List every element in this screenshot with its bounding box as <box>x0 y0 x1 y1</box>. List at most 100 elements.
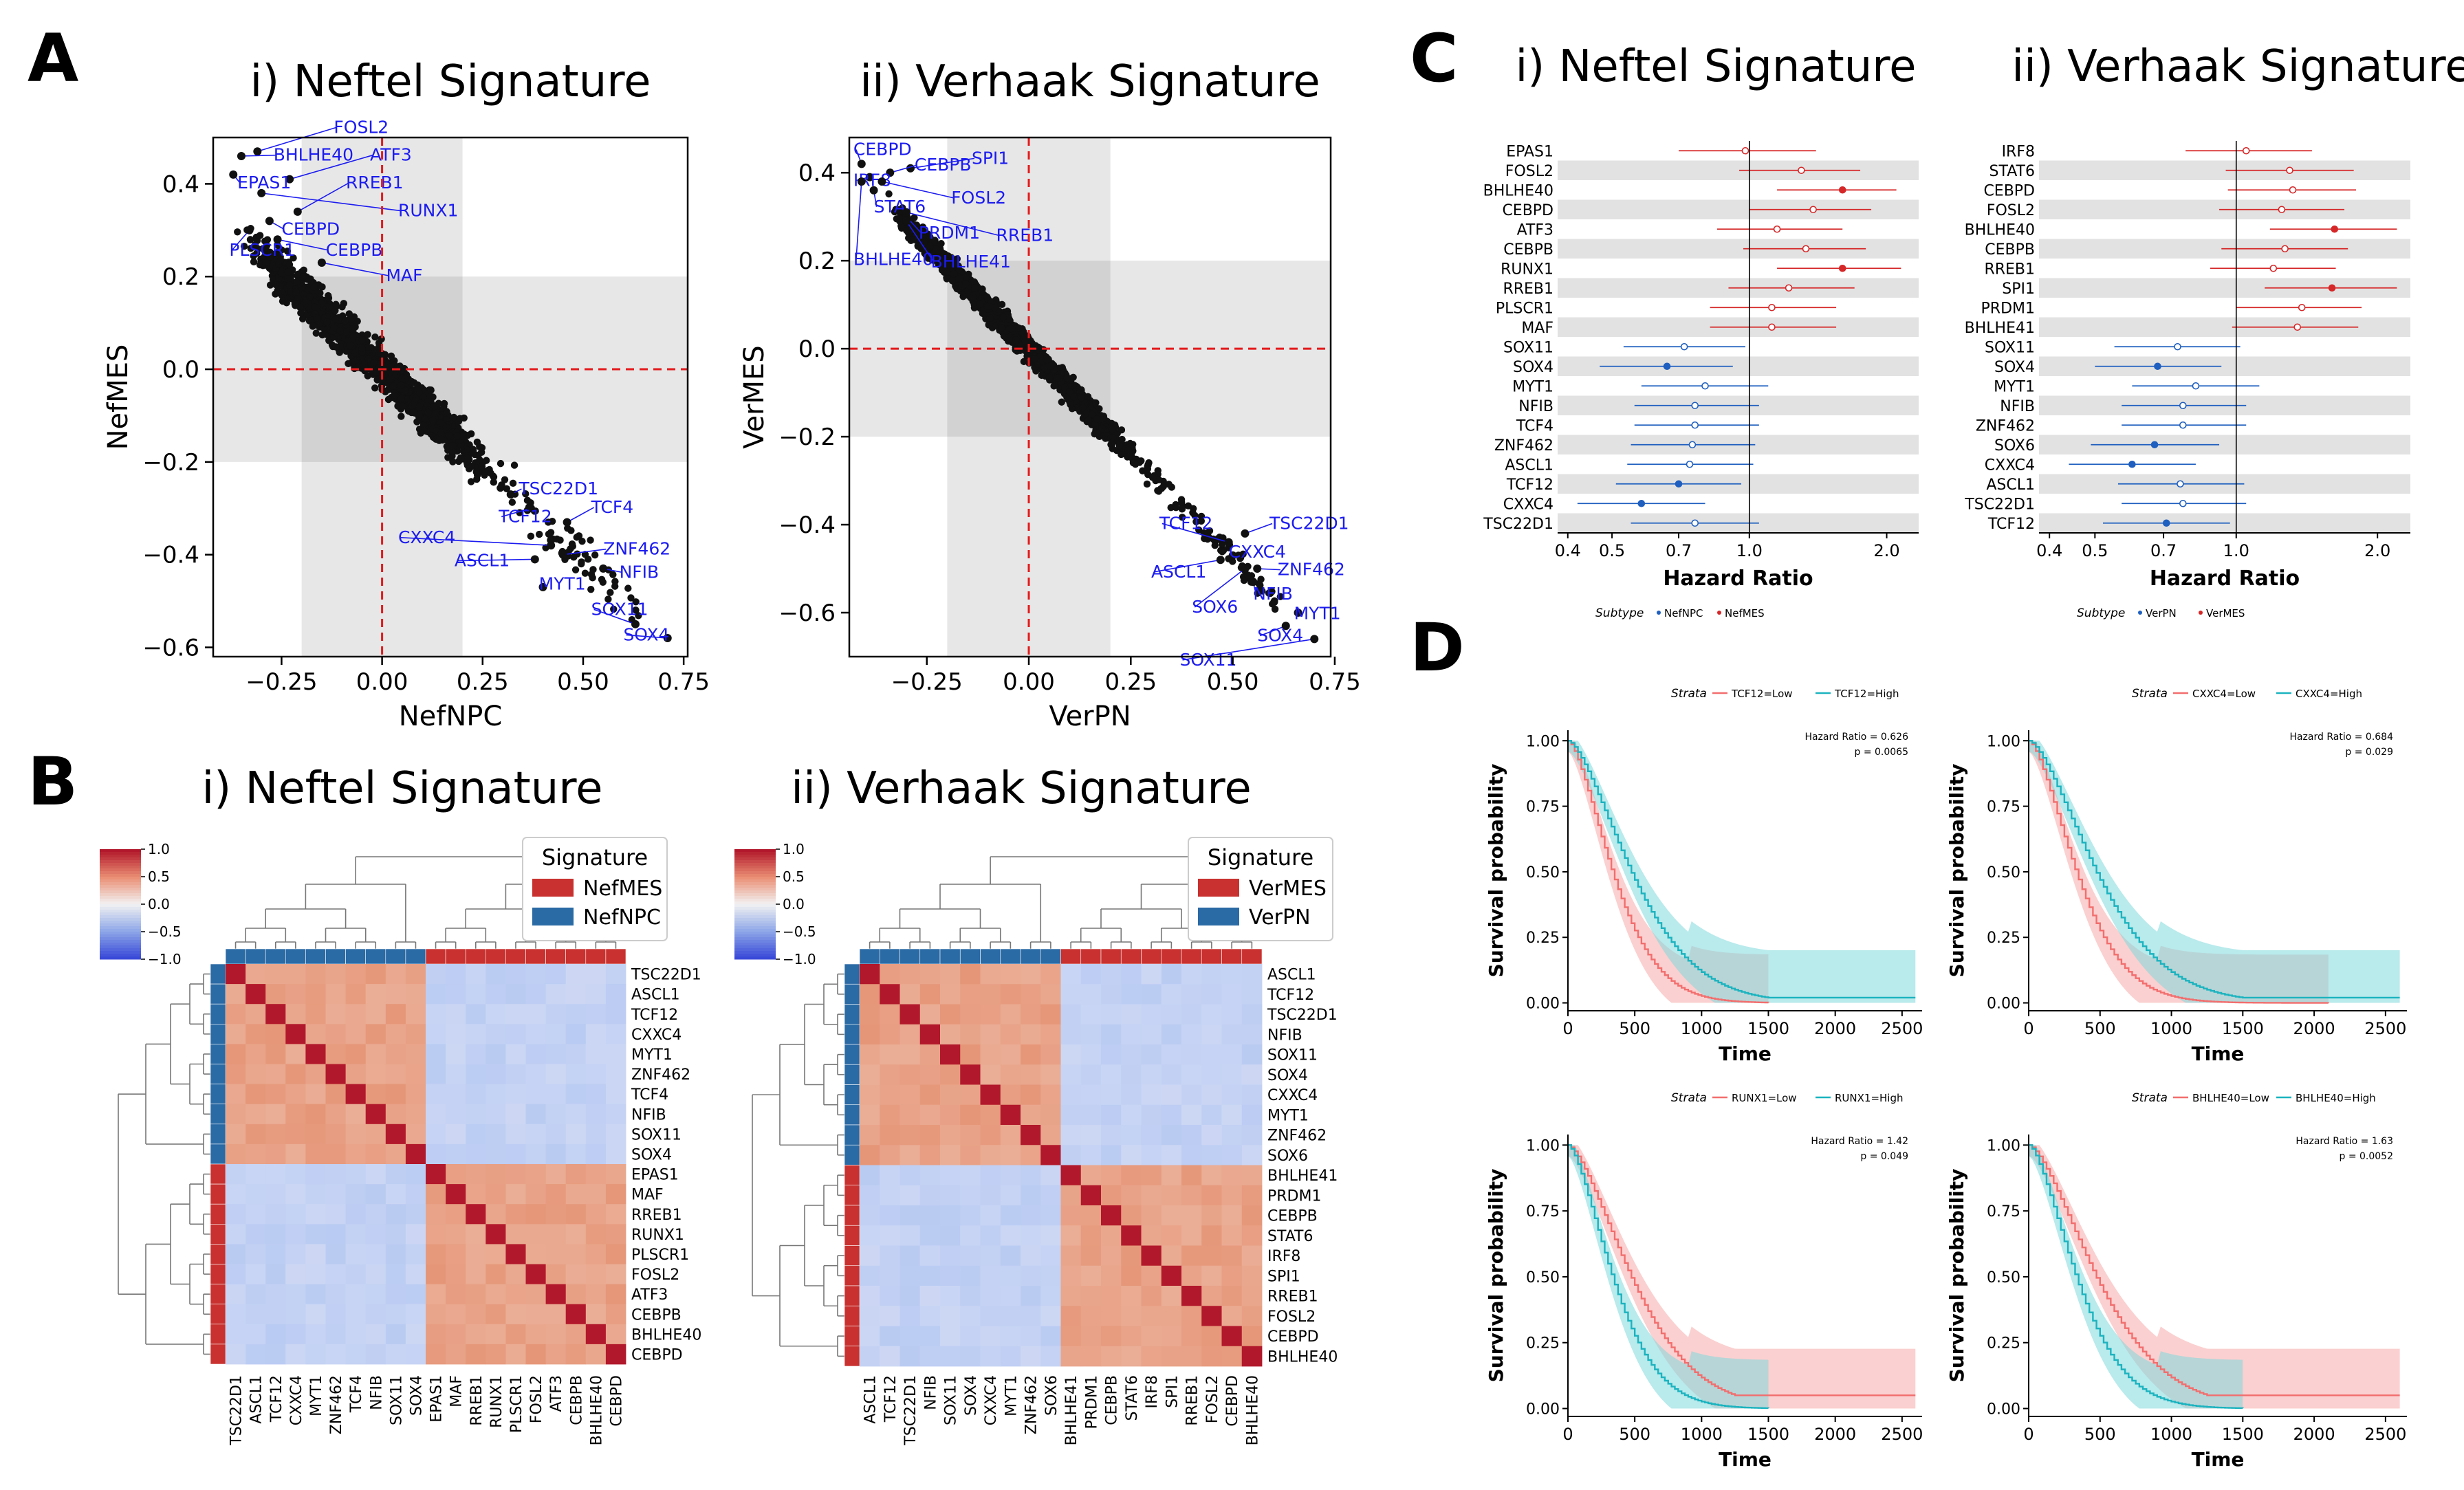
y-tick-label: 0.50 <box>1987 864 2020 881</box>
annotation-top <box>605 948 626 965</box>
forest-C1: i) Neftel SignatureEPAS1FOSL2BHLHE40CEBP… <box>1483 41 1919 620</box>
heatmap-cell <box>1241 1306 1263 1326</box>
heatmap-cell <box>565 1324 587 1345</box>
data-point <box>272 281 280 289</box>
heatmap-cell <box>585 1024 607 1044</box>
data-point <box>358 344 366 353</box>
colorbar-label: −0.5 <box>783 923 816 940</box>
heatmap-cell <box>265 1143 286 1165</box>
colorbar-step <box>100 951 141 954</box>
col-label: STAT6 <box>1124 1375 1141 1421</box>
heatmap-cell <box>1040 1104 1061 1126</box>
heatmap-cell <box>385 1184 406 1205</box>
heatmap-cell <box>919 1044 941 1065</box>
heatmap-cell <box>305 964 326 985</box>
heatmap-cell <box>466 1044 486 1064</box>
colorbar-step <box>100 915 141 919</box>
heatmap-cell <box>1101 984 1122 1005</box>
gene-label: EPAS1 <box>237 173 291 193</box>
row-label: STAT6 <box>1267 1228 1313 1245</box>
hr-point <box>2179 402 2187 410</box>
row-label: TSC22D1 <box>1483 516 1553 533</box>
heatmap-cell <box>325 1324 346 1345</box>
col-label: FOSL2 <box>1204 1375 1221 1423</box>
heatmap-cell <box>1021 1265 1041 1286</box>
data-point <box>401 375 409 383</box>
annotation-left <box>210 1084 226 1104</box>
heatmap-cell <box>980 964 1001 985</box>
data-point <box>292 288 300 296</box>
heatmap-cell <box>265 1324 286 1345</box>
heatmap-cell <box>1000 1265 1021 1286</box>
heatmap-cell <box>525 1164 546 1185</box>
heatmap-cell <box>1161 964 1182 985</box>
colorbar-step <box>100 929 141 932</box>
heatmap-cell <box>1040 1185 1061 1206</box>
heatmap-cell <box>1161 1024 1182 1045</box>
heatmap-cell <box>426 1084 446 1105</box>
hazard-ratio-text: Hazard Ratio = 0.626 <box>1805 732 1908 743</box>
labeled-point <box>1310 635 1319 644</box>
heatmap-cell <box>1121 1326 1142 1347</box>
gene-label: SOX11 <box>591 599 648 619</box>
hr-point <box>1680 342 1688 351</box>
colorbar-label: −1.0 <box>783 951 816 967</box>
hr-point <box>1768 323 1776 331</box>
heatmap-cell <box>226 1024 246 1044</box>
heatmap-cell <box>1060 1044 1082 1065</box>
hr-point <box>2298 303 2306 311</box>
heatmap-cell <box>1021 1125 1041 1146</box>
data-point <box>297 309 305 317</box>
data-point <box>575 532 583 540</box>
data-point <box>371 369 378 376</box>
gene-label: SPI1 <box>972 148 1009 168</box>
data-point <box>1218 540 1226 548</box>
heatmap-cell <box>585 1084 607 1105</box>
confidence-band <box>1568 1145 1769 1409</box>
heatmap-cell <box>585 1304 607 1325</box>
data-point <box>1115 441 1124 450</box>
heatmap-cell <box>900 1125 921 1146</box>
heatmap-cell <box>1121 1265 1142 1286</box>
heatmap-cell <box>285 1184 306 1205</box>
data-point <box>1219 548 1226 556</box>
y-tick-label: 0.2 <box>162 263 199 291</box>
col-label: SOX4 <box>408 1375 425 1416</box>
annotation-left <box>844 1004 860 1025</box>
heatmap-cell <box>325 1284 346 1305</box>
data-point <box>997 324 1005 331</box>
x-tick-label: 2000 <box>1814 1425 1856 1444</box>
heatmap-cell <box>1221 1024 1243 1045</box>
legend-dot-mc <box>2199 611 2203 615</box>
heatmap-cell <box>486 1024 506 1044</box>
data-point <box>1158 485 1166 492</box>
heatmap-cell <box>1021 1225 1041 1246</box>
heatmap-cell <box>1241 1024 1263 1045</box>
heatmap-cell <box>1201 1326 1222 1347</box>
heatmap-cell <box>305 1084 326 1105</box>
heatmap-cell <box>285 1084 306 1105</box>
data-point <box>1058 398 1065 406</box>
heatmap-cell <box>1221 1245 1243 1267</box>
x-axis-label: NefNPC <box>399 701 503 732</box>
legend-title: Subtype <box>2077 606 2125 620</box>
confidence-band <box>2029 1145 2243 1409</box>
heatmap-cell <box>1181 1044 1202 1065</box>
heatmap-cell <box>1241 1145 1263 1165</box>
heatmap-cell <box>1181 1145 1202 1165</box>
data-point <box>497 484 504 492</box>
data-point <box>510 461 519 469</box>
data-point <box>468 463 475 470</box>
heatmap-cell <box>1101 964 1122 985</box>
hazard-ratio-text: Hazard Ratio = 0.684 <box>2289 732 2393 743</box>
annotation-left <box>210 1284 226 1304</box>
hr-point <box>2162 519 2170 527</box>
data-point <box>300 266 307 274</box>
legend-label: VerPN <box>1249 906 1311 930</box>
colorbar-step <box>734 871 776 875</box>
heatmap-cell <box>325 1244 346 1264</box>
annotation-top <box>1141 948 1162 965</box>
heatmap-cell <box>1040 1306 1061 1326</box>
heatmap-cell <box>1080 1225 1102 1246</box>
gene-label: CXXC4 <box>398 527 455 547</box>
